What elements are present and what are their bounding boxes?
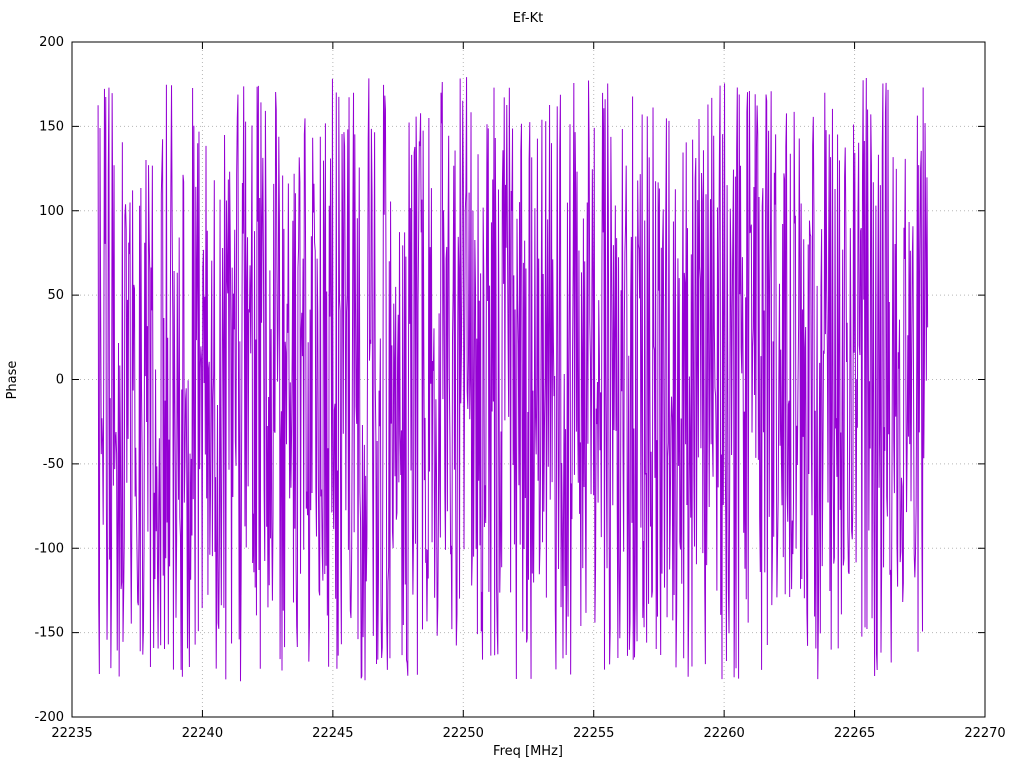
y-tick-label: -100 xyxy=(34,541,64,556)
y-tick-label: 100 xyxy=(39,204,64,219)
x-tick-label: 22235 xyxy=(51,726,92,741)
x-tick-label: 22250 xyxy=(443,726,484,741)
axis-tick-labels: 22235 22240 22245 22250 22255 22260 22265 22270… xyxy=(34,35,1005,741)
x-tick-label: 22265 xyxy=(834,726,875,741)
y-tick-label: -50 xyxy=(43,457,64,472)
y-tick-label: 200 xyxy=(39,35,64,50)
y-axis-label: Phase xyxy=(5,361,20,400)
x-axis-label: Freq [MHz] xyxy=(493,744,563,759)
phase-trace xyxy=(97,77,929,682)
x-tick-label: 22260 xyxy=(703,726,744,741)
y-tick-label: -200 xyxy=(34,710,64,725)
x-tick-label: 22240 xyxy=(182,726,223,741)
y-tick-label: 50 xyxy=(47,288,64,303)
x-tick-label: 22270 xyxy=(964,726,1005,741)
axis-tick-marks xyxy=(71,41,986,718)
x-tick-label: 22255 xyxy=(573,726,614,741)
y-tick-label: -150 xyxy=(34,626,64,641)
y-tick-label: 0 xyxy=(56,373,64,388)
chart-title: Ef-Kt xyxy=(513,11,543,26)
y-tick-label: 150 xyxy=(39,119,64,134)
x-tick-label: 22245 xyxy=(312,726,353,741)
